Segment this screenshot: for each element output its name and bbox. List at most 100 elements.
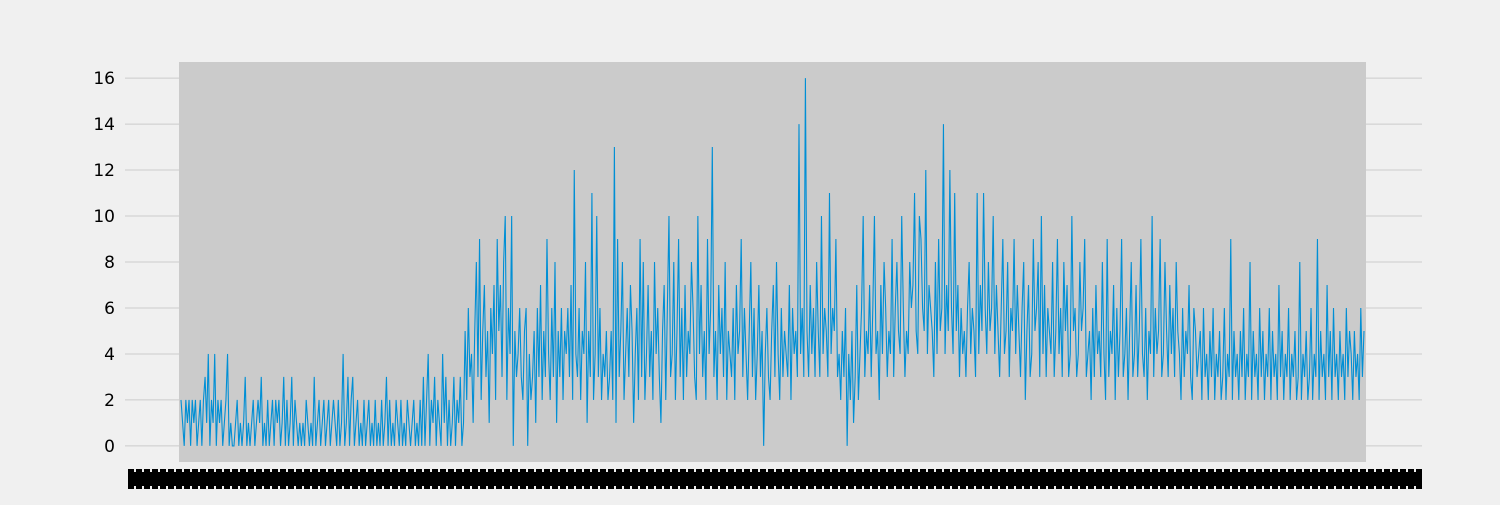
x-tick-label bbox=[240, 469, 246, 489]
x-tick-label bbox=[1288, 469, 1294, 489]
x-tick-label bbox=[808, 469, 814, 489]
x-tick-label bbox=[1064, 469, 1070, 489]
x-tick-label bbox=[744, 469, 750, 489]
x-tick-label bbox=[872, 469, 878, 489]
y-tick-label: 16 bbox=[93, 69, 115, 89]
x-tick-label bbox=[680, 469, 686, 489]
x-tick-label bbox=[960, 469, 966, 489]
x-tick-label bbox=[328, 469, 334, 489]
x-tick-label bbox=[880, 469, 886, 489]
x-tick-label bbox=[1024, 469, 1030, 489]
x-tick-label bbox=[640, 469, 646, 489]
x-tick-label bbox=[1360, 469, 1366, 489]
series-line bbox=[180, 78, 1365, 447]
x-tick-label bbox=[1368, 469, 1374, 489]
x-tick-label bbox=[456, 469, 462, 489]
x-tick-label bbox=[1040, 469, 1046, 489]
x-tick-label bbox=[584, 469, 590, 489]
x-tick-label bbox=[448, 469, 454, 489]
x-tick-label bbox=[1392, 469, 1398, 489]
x-tick-label bbox=[216, 469, 222, 489]
x-tick-label bbox=[1016, 469, 1022, 489]
x-tick-label bbox=[656, 469, 662, 489]
x-tick-label bbox=[392, 469, 398, 489]
x-tick-label bbox=[984, 469, 990, 489]
x-tick-label bbox=[1080, 469, 1086, 489]
x-tick-label bbox=[624, 469, 630, 489]
x-tick-label bbox=[1384, 469, 1390, 489]
x-tick-label bbox=[528, 469, 534, 489]
x-tick-label bbox=[288, 469, 294, 489]
x-tick-label bbox=[1160, 469, 1166, 489]
x-tick-label bbox=[1352, 469, 1358, 489]
x-tick-label bbox=[400, 469, 406, 489]
x-tick-label bbox=[608, 469, 614, 489]
x-tick-label bbox=[1344, 469, 1350, 489]
x-tick-label bbox=[568, 469, 574, 489]
x-tick-label bbox=[560, 469, 566, 489]
x-tick-label bbox=[360, 469, 366, 489]
x-tick-label bbox=[336, 469, 342, 489]
x-tick-label bbox=[912, 469, 918, 489]
x-tick-label bbox=[1048, 469, 1054, 489]
x-tick-label bbox=[1232, 469, 1238, 489]
x-tick-label bbox=[1400, 469, 1406, 489]
x-tick-label bbox=[424, 469, 430, 489]
x-tick-label bbox=[488, 469, 494, 489]
x-tick-label bbox=[600, 469, 606, 489]
y-tick-label: 10 bbox=[93, 207, 115, 227]
x-tick-label bbox=[312, 469, 318, 489]
x-tick-label bbox=[1208, 469, 1214, 489]
x-tick-label bbox=[352, 469, 358, 489]
x-tick-label bbox=[256, 469, 262, 489]
x-tick-label bbox=[1120, 469, 1126, 489]
x-tick-label bbox=[616, 469, 622, 489]
x-tick-label bbox=[320, 469, 326, 489]
x-tick-label bbox=[144, 469, 150, 489]
x-tick-label bbox=[536, 469, 542, 489]
x-tick-label bbox=[928, 469, 934, 489]
y-tick-label: 12 bbox=[93, 161, 115, 181]
x-tick-label bbox=[1168, 469, 1174, 489]
x-tick-label bbox=[432, 469, 438, 489]
x-tick-label bbox=[1224, 469, 1230, 489]
y-tick-label: 8 bbox=[104, 253, 115, 273]
x-tick-label bbox=[376, 469, 382, 489]
x-tick-label bbox=[768, 469, 774, 489]
x-tick-label bbox=[976, 469, 982, 489]
x-tick-label bbox=[944, 469, 950, 489]
x-tick-label bbox=[1176, 469, 1182, 489]
y-tick-label: 14 bbox=[93, 115, 115, 135]
x-tick-label bbox=[224, 469, 230, 489]
x-tick-label bbox=[752, 469, 758, 489]
x-tick-label bbox=[760, 469, 766, 489]
y-axis-ticks: 0 2 4 6 8 10 12 14 16 bbox=[93, 69, 115, 457]
y-tick-label: 0 bbox=[104, 437, 115, 457]
x-tick-label bbox=[248, 469, 254, 489]
x-tick-label bbox=[192, 469, 198, 489]
x-tick-label bbox=[864, 469, 870, 489]
x-tick-label bbox=[1192, 469, 1198, 489]
x-tick-label bbox=[840, 469, 846, 489]
x-tick-label bbox=[176, 469, 182, 489]
x-tick-label bbox=[1320, 469, 1326, 489]
x-tick-label bbox=[1032, 469, 1038, 489]
x-tick-label bbox=[416, 469, 422, 489]
x-tick-label bbox=[1144, 469, 1150, 489]
x-tick-label bbox=[664, 469, 670, 489]
x-tick-label bbox=[200, 469, 206, 489]
x-tick-label bbox=[632, 469, 638, 489]
x-tick-label bbox=[1376, 469, 1382, 489]
x-tick-label bbox=[1000, 469, 1006, 489]
x-tick-label bbox=[968, 469, 974, 489]
x-tick-label bbox=[296, 469, 302, 489]
x-tick-label bbox=[344, 469, 350, 489]
x-tick-label bbox=[1136, 469, 1142, 489]
x-tick-label bbox=[160, 469, 166, 489]
x-tick-label bbox=[792, 469, 798, 489]
x-tick-label bbox=[576, 469, 582, 489]
x-tick-label bbox=[696, 469, 702, 489]
x-tick-label bbox=[1416, 469, 1422, 489]
x-tick-label bbox=[440, 469, 446, 489]
